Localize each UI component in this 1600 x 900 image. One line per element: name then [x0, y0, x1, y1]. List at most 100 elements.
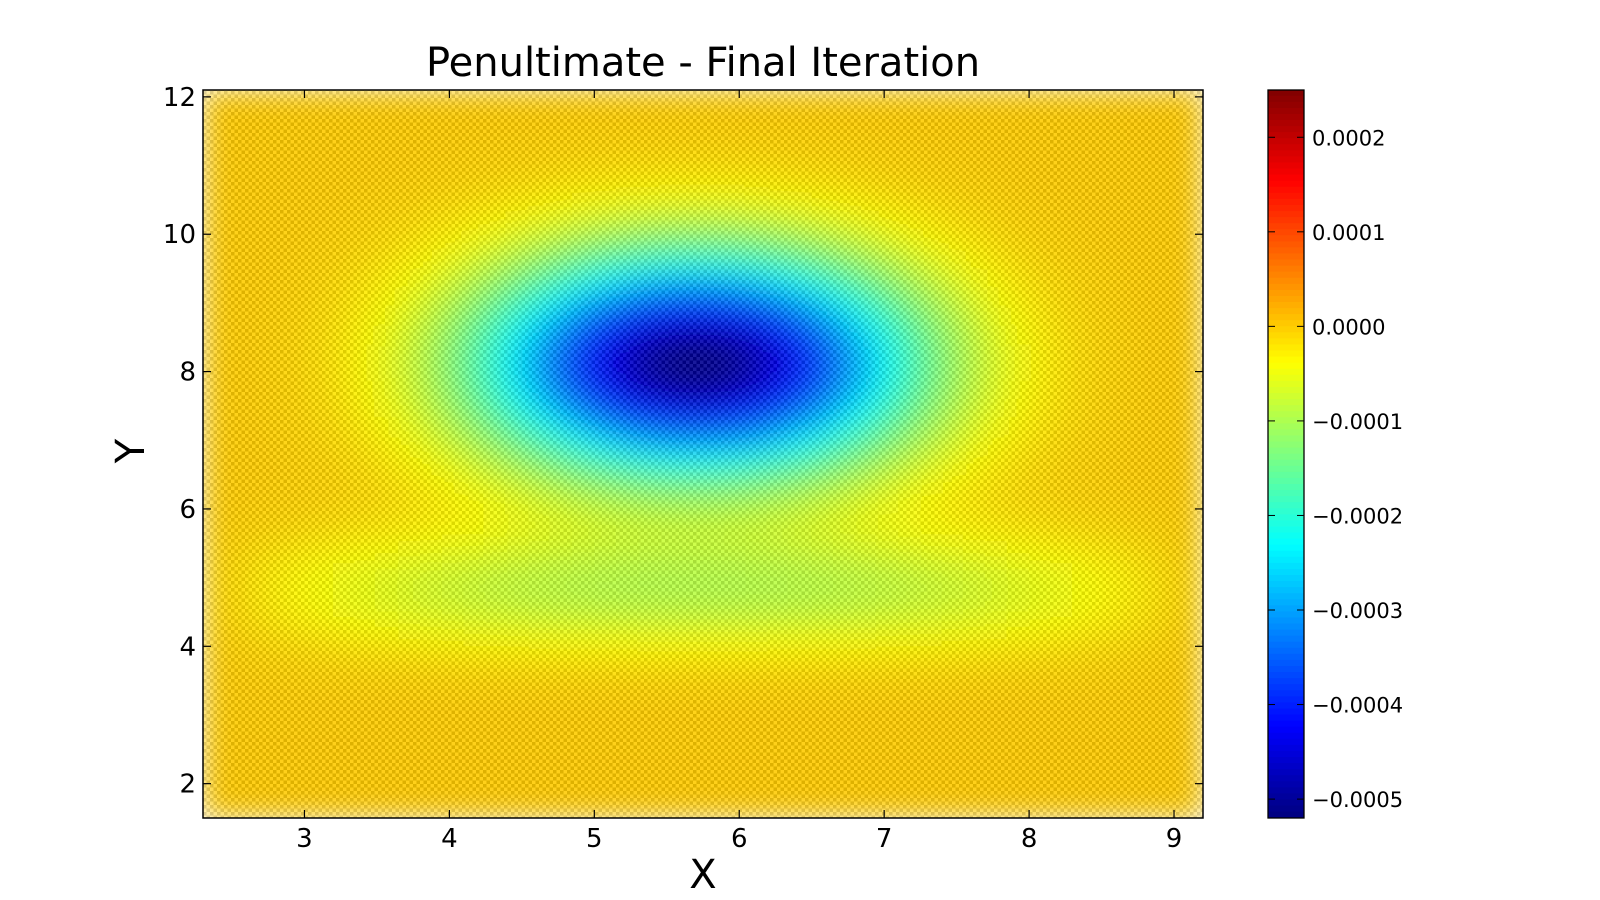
colorbar-segment: [1268, 453, 1304, 461]
y-tick-label: 6: [179, 495, 196, 525]
colorbar-segment: [1268, 295, 1304, 303]
colorbar-segment: [1268, 132, 1304, 139]
colorbar-tick-label: 0.0000: [1312, 315, 1385, 339]
y-tick-label: 2: [179, 770, 196, 800]
colorbar-tick-label: −0.0002: [1312, 504, 1403, 528]
colorbar-segment: [1268, 605, 1304, 613]
colorbar-segment: [1268, 653, 1304, 661]
colorbar-segment: [1268, 720, 1304, 728]
colorbar-segment: [1268, 708, 1304, 716]
colorbar-segment: [1268, 174, 1304, 182]
colorbar-segment: [1268, 362, 1304, 370]
colorbar-segment: [1268, 617, 1304, 625]
colorbar-segment: [1268, 156, 1304, 164]
colorbar-segment: [1268, 356, 1304, 364]
colorbar-segment: [1268, 702, 1304, 710]
colorbar-segment: [1268, 180, 1304, 188]
colorbar-segment: [1268, 647, 1304, 655]
colorbar-segment: [1268, 805, 1304, 813]
colorbar-segment: [1268, 101, 1304, 109]
colorbar-segment: [1268, 265, 1304, 273]
colorbar-segment: [1268, 314, 1304, 321]
colorbar-segment: [1268, 750, 1304, 758]
colorbar-segment: [1268, 799, 1304, 807]
colorbar-segment: [1268, 459, 1304, 467]
colorbar-segment: [1268, 763, 1304, 770]
axes: 3 4 5 6 7 8 9 2 4 6 8 10 12: [163, 83, 1203, 854]
colorbar-segment: [1268, 289, 1304, 297]
colorbar-segment: [1268, 417, 1304, 424]
plot-frame: [202, 89, 1204, 819]
x-tick-label: 4: [441, 824, 458, 854]
colorbar-segment: [1268, 623, 1304, 631]
colorbar-segment: [1268, 587, 1304, 594]
colorbar-segment: [1268, 593, 1304, 600]
colorbar-segment: [1268, 162, 1304, 170]
colorbar-segment: [1268, 575, 1304, 582]
colorbar-segment: [1268, 714, 1304, 722]
colorbar-segment: [1268, 811, 1304, 819]
colorbar-segment: [1268, 556, 1304, 564]
colorbar-segment: [1268, 781, 1304, 788]
colorbar-segment: [1268, 247, 1304, 255]
checkerboard-overlay: [203, 90, 1203, 818]
colorbar-segment: [1268, 684, 1304, 691]
x-tick-label: 5: [586, 824, 603, 854]
colorbar-segment: [1268, 89, 1304, 97]
colorbar-frame: [1267, 89, 1305, 819]
colorbar-segment: [1268, 223, 1304, 230]
colorbar-segment: [1268, 259, 1304, 267]
x-tick-label: 9: [1166, 824, 1183, 854]
colorbar: 0.0002 0.0001 0.0000 −0.0001 −0.0002 −0.0003 −…: [1267, 89, 1403, 819]
colorbar-segment: [1268, 241, 1304, 249]
colorbar-segment: [1268, 302, 1304, 309]
colorbar-segment: [1268, 113, 1304, 121]
colorbar-segment: [1268, 757, 1304, 764]
colorbar-segment: [1268, 253, 1304, 261]
colorbar-segment: [1268, 538, 1304, 546]
colorbar-segment: [1268, 629, 1304, 637]
colorbar-segment: [1268, 502, 1304, 509]
colorbar-segment: [1268, 769, 1304, 776]
colorbar-tick-label: −0.0001: [1312, 410, 1403, 434]
y-tick-label: 10: [163, 220, 196, 250]
colorbar-segment: [1268, 666, 1304, 673]
x-tick-label: 7: [876, 824, 893, 854]
colorbar-segment: [1268, 344, 1304, 352]
colorbar-segment: [1268, 120, 1304, 127]
colorbar-segment: [1268, 672, 1304, 679]
colorbar-segment: [1268, 726, 1304, 734]
colorbar-segment: [1268, 514, 1304, 522]
colorbar-segment: [1268, 338, 1304, 346]
colorbar-segment: [1268, 550, 1304, 558]
colorbar-segment: [1268, 138, 1304, 145]
colorbar-segment: [1268, 568, 1304, 576]
colorbar-segment: [1268, 678, 1304, 685]
colorbar-segment: [1268, 465, 1304, 473]
colorbar-segment: [1268, 283, 1304, 291]
colorbar-segment: [1268, 393, 1304, 400]
colorbar-segment: [1268, 368, 1304, 376]
colorbar-segment: [1268, 405, 1304, 412]
colorbar-segment: [1268, 150, 1304, 158]
colorbar-segment: [1268, 635, 1304, 643]
colorbar-tick-label: 0.0002: [1312, 126, 1385, 150]
colorbar-segment: [1268, 411, 1304, 418]
colorbar-segment: [1268, 198, 1304, 206]
colorbar-tick-label: −0.0005: [1312, 788, 1403, 812]
heatmap-clip-group: [203, 90, 1203, 818]
colorbar-segment: [1268, 168, 1304, 176]
colorbar-segment: [1268, 544, 1304, 552]
colorbar-segment: [1268, 696, 1304, 704]
colorbar-segment: [1268, 235, 1304, 242]
colorbar-segment: [1268, 217, 1304, 224]
colorbar-segment: [1268, 732, 1304, 740]
colorbar-segment: [1268, 95, 1304, 103]
colorbar-segment: [1268, 532, 1304, 540]
colorbar-segment: [1268, 441, 1304, 449]
colorbar-segment: [1268, 738, 1304, 746]
colorbar-segment: [1268, 374, 1304, 382]
colorbar-segment: [1268, 423, 1304, 431]
colorbar-segment: [1268, 399, 1304, 406]
